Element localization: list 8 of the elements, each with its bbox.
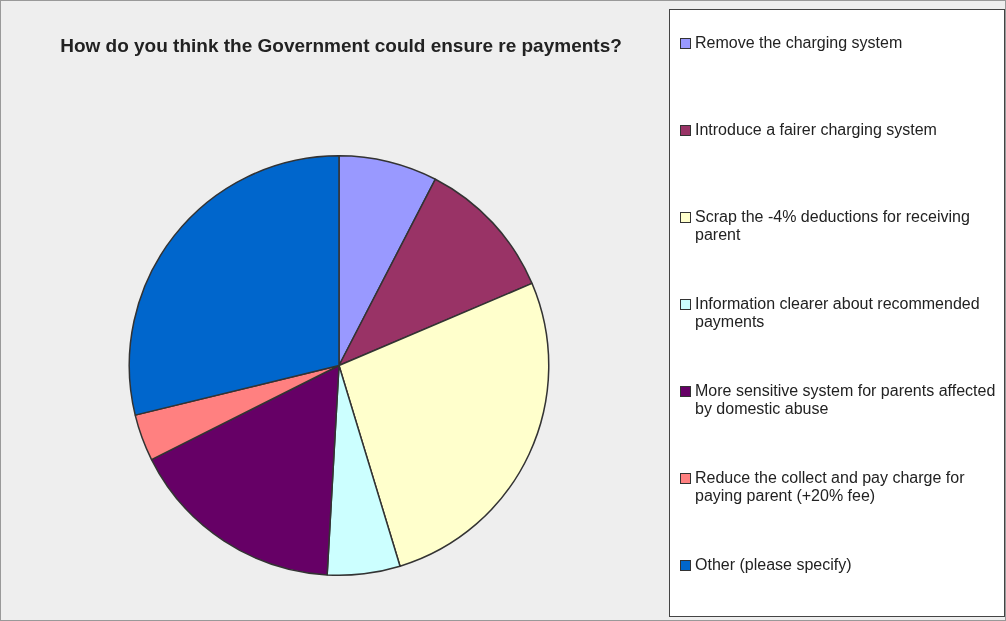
legend-label: Other (please specify) <box>695 556 852 574</box>
legend-label: Scrap the -4% deductions for receiving parent <box>695 208 971 244</box>
legend-label: Remove the charging system <box>695 34 903 52</box>
text: How do you think the Government could ensure re payments? <box>59 35 623 57</box>
legend-label: Reduce the collect and pay charge for paying parent (+20% fee) <box>695 469 966 505</box>
legend-label: More sensitive system for parents affected by domestic abuse <box>695 382 996 418</box>
legend-label: Introduce a fairer charging system <box>695 121 937 139</box>
legend-label: Information clearer about recommended payments <box>695 295 981 331</box>
